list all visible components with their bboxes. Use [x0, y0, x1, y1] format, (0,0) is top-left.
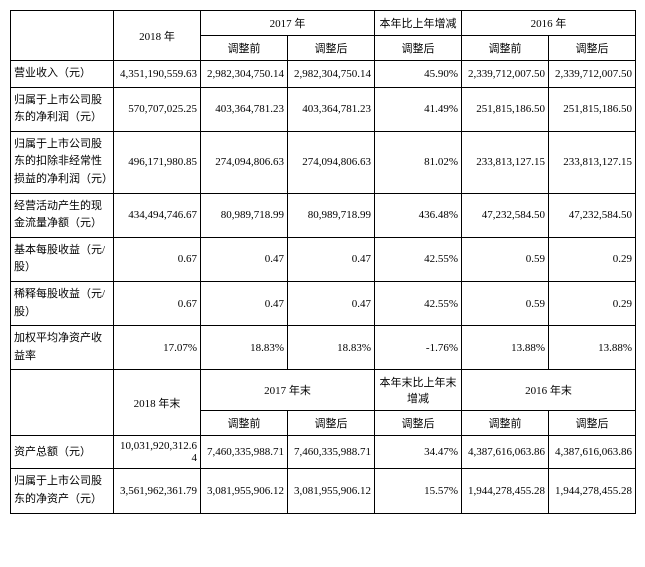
table-row: 基本每股收益（元/股） 0.67 0.47 0.47 42.55% 0.59 0…	[11, 237, 636, 281]
table-row: 归属于上市公司股东的扣除非经常性损益的净利润（元） 496,171,980.85…	[11, 131, 636, 193]
cell: 3,561,962,361.79	[114, 469, 201, 513]
header-change-after: 调整后	[375, 36, 462, 61]
header-2016end-after: 调整后	[549, 411, 636, 436]
table-row: 归属于上市公司股东的净利润（元） 570,707,025.25 403,364,…	[11, 87, 636, 131]
cell: 403,364,781.23	[288, 87, 375, 131]
cell: 274,094,806.63	[288, 131, 375, 193]
cell: 1,944,278,455.28	[549, 469, 636, 513]
row-label: 加权平均净资产收益率	[11, 326, 114, 370]
header-2016: 2016 年	[462, 11, 636, 36]
cell: 0.59	[462, 237, 549, 281]
header-changeend-after: 调整后	[375, 411, 462, 436]
cell: 0.47	[201, 237, 288, 281]
cell: 0.29	[549, 281, 636, 325]
cell: 2,982,304,750.14	[201, 61, 288, 88]
header-change: 本年比上年增减	[375, 11, 462, 36]
row-label: 资产总额（元）	[11, 436, 114, 469]
cell: 436.48%	[375, 193, 462, 237]
header-2017-after: 调整后	[288, 36, 375, 61]
table-row: 经营活动产生的现金流量净额（元） 434,494,746.67 80,989,7…	[11, 193, 636, 237]
row-label: 归属于上市公司股东的净利润（元）	[11, 87, 114, 131]
cell: 0.67	[114, 281, 201, 325]
cell: 47,232,584.50	[462, 193, 549, 237]
row-label: 营业收入（元）	[11, 61, 114, 88]
header-2016-end: 2016 年末	[462, 370, 636, 411]
cell: 233,813,127.15	[462, 131, 549, 193]
header-row-1: 2018 年 2017 年 本年比上年增减 2016 年	[11, 11, 636, 36]
cell: 13.88%	[549, 326, 636, 370]
table-row: 归属于上市公司股东的净资产（元） 3,561,962,361.79 3,081,…	[11, 469, 636, 513]
cell: 2,339,712,007.50	[462, 61, 549, 88]
cell: 45.90%	[375, 61, 462, 88]
cell: 0.59	[462, 281, 549, 325]
cell: 0.29	[549, 237, 636, 281]
cell: 13.88%	[462, 326, 549, 370]
cell: 3,081,955,906.12	[201, 469, 288, 513]
cell: -1.76%	[375, 326, 462, 370]
header-2018-end: 2018 年末	[114, 370, 201, 436]
cell: 570,707,025.25	[114, 87, 201, 131]
cell: 403,364,781.23	[201, 87, 288, 131]
cell: 274,094,806.63	[201, 131, 288, 193]
cell: 2,982,304,750.14	[288, 61, 375, 88]
table-row: 加权平均净资产收益率 17.07% 18.83% 18.83% -1.76% 1…	[11, 326, 636, 370]
table-row: 稀释每股收益（元/股） 0.67 0.47 0.47 42.55% 0.59 0…	[11, 281, 636, 325]
cell: 41.49%	[375, 87, 462, 131]
header-2016-before: 调整前	[462, 36, 549, 61]
cell: 434,494,746.67	[114, 193, 201, 237]
cell: 1,944,278,455.28	[462, 469, 549, 513]
header-blank	[11, 11, 114, 61]
header-2017end-before: 调整前	[201, 411, 288, 436]
table-row: 营业收入（元） 4,351,190,559.63 2,982,304,750.1…	[11, 61, 636, 88]
financial-table: 2018 年 2017 年 本年比上年增减 2016 年 调整前 调整后 调整后…	[10, 10, 636, 514]
cell: 42.55%	[375, 237, 462, 281]
row-label: 经营活动产生的现金流量净额（元）	[11, 193, 114, 237]
cell: 251,815,186.50	[549, 87, 636, 131]
cell: 7,460,335,988.71	[201, 436, 288, 469]
header-blank-end	[11, 370, 114, 436]
cell: 0.67	[114, 237, 201, 281]
cell: 0.47	[288, 281, 375, 325]
cell: 15.57%	[375, 469, 462, 513]
cell: 80,989,718.99	[288, 193, 375, 237]
cell: 0.47	[288, 237, 375, 281]
cell: 18.83%	[201, 326, 288, 370]
cell: 42.55%	[375, 281, 462, 325]
cell: 4,387,616,063.86	[462, 436, 549, 469]
cell: 18.83%	[288, 326, 375, 370]
cell: 80,989,718.99	[201, 193, 288, 237]
cell: 4,351,190,559.63	[114, 61, 201, 88]
cell: 233,813,127.15	[549, 131, 636, 193]
cell: 7,460,335,988.71	[288, 436, 375, 469]
row-label: 基本每股收益（元/股）	[11, 237, 114, 281]
cell: 4,387,616,063.86	[549, 436, 636, 469]
header-2017-end: 2017 年末	[201, 370, 375, 411]
header-2018: 2018 年	[114, 11, 201, 61]
cell: 251,815,186.50	[462, 87, 549, 131]
row-label: 稀释每股收益（元/股）	[11, 281, 114, 325]
cell: 0.47	[201, 281, 288, 325]
header-2016end-before: 调整前	[462, 411, 549, 436]
table-row: 资产总额（元） 10,031,920,312.64 7,460,335,988.…	[11, 436, 636, 469]
row-label: 归属于上市公司股东的扣除非经常性损益的净利润（元）	[11, 131, 114, 193]
header-change-end: 本年末比上年末增减	[375, 370, 462, 411]
header-2017: 2017 年	[201, 11, 375, 36]
cell: 34.47%	[375, 436, 462, 469]
cell: 496,171,980.85	[114, 131, 201, 193]
cell: 17.07%	[114, 326, 201, 370]
header-2016-after: 调整后	[549, 36, 636, 61]
cell: 10,031,920,312.64	[114, 436, 201, 469]
header-row-end-1: 2018 年末 2017 年末 本年末比上年末增减 2016 年末	[11, 370, 636, 411]
cell: 3,081,955,906.12	[288, 469, 375, 513]
header-2017end-after: 调整后	[288, 411, 375, 436]
header-2017-before: 调整前	[201, 36, 288, 61]
row-label: 归属于上市公司股东的净资产（元）	[11, 469, 114, 513]
cell: 2,339,712,007.50	[549, 61, 636, 88]
cell: 47,232,584.50	[549, 193, 636, 237]
cell: 81.02%	[375, 131, 462, 193]
